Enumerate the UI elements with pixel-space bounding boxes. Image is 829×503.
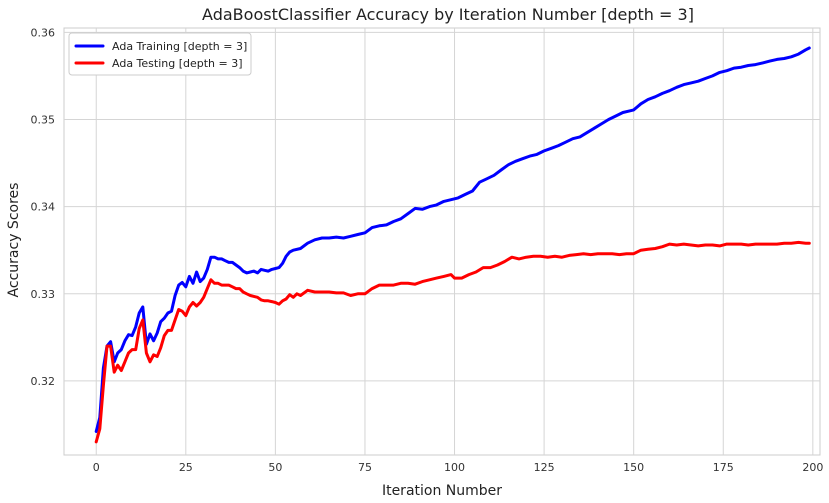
legend: Ada Training [depth = 3] Ada Testing [de…: [68, 32, 252, 76]
y-tick-label: 0.36: [31, 26, 56, 39]
x-tick-label: 75: [358, 461, 372, 474]
y-tick-label: 0.34: [31, 201, 56, 214]
x-tick-label: 25: [179, 461, 193, 474]
y-tick-label: 0.32: [31, 375, 56, 388]
legend-box: [68, 32, 252, 76]
legend-label-training: Ada Training [depth = 3]: [112, 40, 247, 53]
y-tick-labels: 0.32 0.33 0.34 0.35 0.36: [31, 26, 56, 388]
plot-area: [63, 27, 821, 456]
x-tick-label: 175: [713, 461, 734, 474]
x-tick-label: 100: [444, 461, 465, 474]
x-tick-label: 50: [268, 461, 282, 474]
x-tick-label: 200: [802, 461, 823, 474]
x-tick-labels: 0 25 50 75 100 125 150 175 200: [93, 461, 824, 474]
testing-line: [94, 240, 811, 444]
x-tick-label: 150: [623, 461, 644, 474]
y-grid: [64, 31, 820, 382]
x-tick-label: 0: [93, 461, 100, 474]
x-axis-label: Iteration Number: [382, 483, 502, 499]
x-tick-label: 125: [534, 461, 555, 474]
y-axis-label: Accuracy Scores: [6, 183, 22, 298]
y-tick-label: 0.33: [31, 288, 56, 301]
legend-label-testing: Ada Testing [depth = 3]: [112, 57, 243, 70]
chart-title: AdaBoostClassifier Accuracy by Iteration…: [202, 5, 694, 24]
training-line: [94, 46, 811, 433]
series-group: [94, 46, 811, 444]
y-tick-label: 0.35: [31, 114, 56, 127]
x-grid: [95, 28, 814, 455]
